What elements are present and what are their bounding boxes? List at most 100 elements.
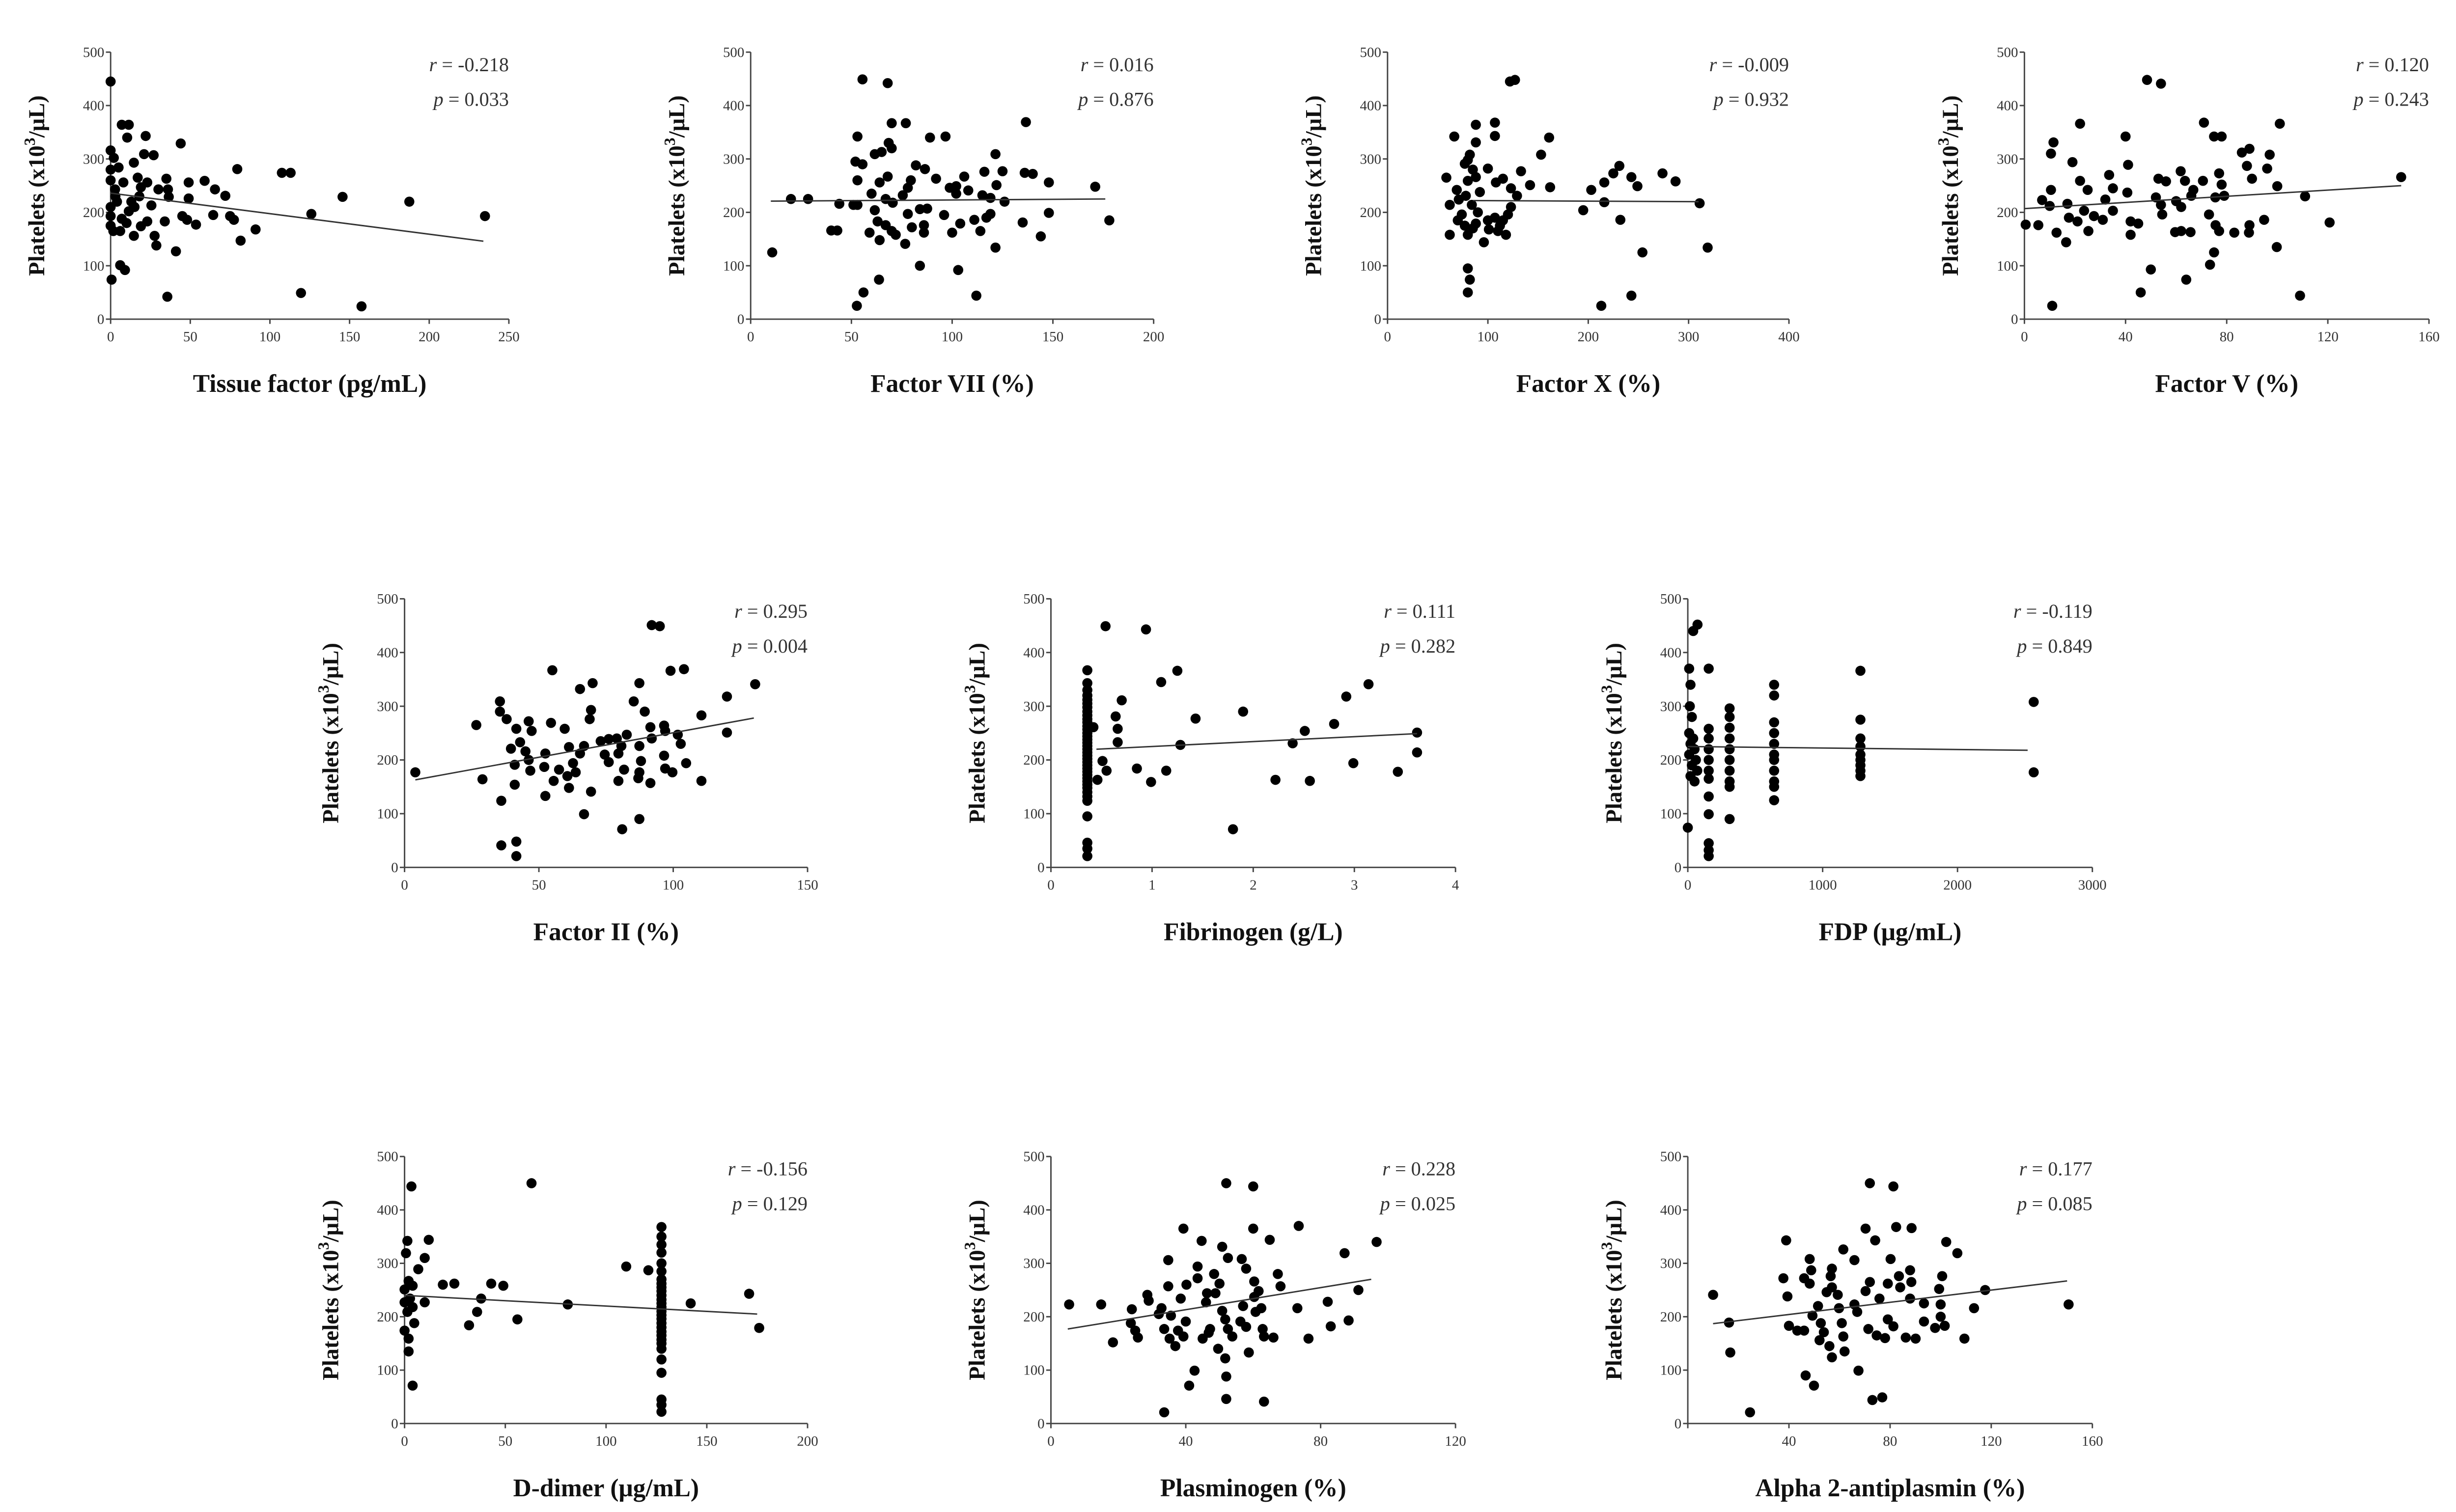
data-point <box>1159 1324 1170 1334</box>
data-point <box>1348 758 1359 769</box>
data-point <box>139 149 149 160</box>
data-point <box>1329 718 1340 729</box>
data-point <box>874 275 884 285</box>
data-point <box>1952 1248 1963 1259</box>
x-tick-label: 100 <box>942 329 963 345</box>
data-point <box>681 758 692 769</box>
data-point <box>1694 198 1705 209</box>
y-tick-label: 500 <box>1660 1149 1681 1165</box>
data-point <box>888 197 898 208</box>
p-symbol: p <box>1712 88 1724 110</box>
data-point <box>175 138 186 149</box>
data-point <box>1490 131 1500 141</box>
x-tick-label: 3000 <box>2078 877 2107 893</box>
data-point <box>2046 185 2056 195</box>
data-point <box>977 190 988 200</box>
y-tick-label: 400 <box>377 645 398 660</box>
x-tick-label: 40 <box>1782 1433 1796 1449</box>
y-tick-label: 200 <box>1023 1309 1044 1325</box>
data-point <box>399 1284 410 1295</box>
data-point <box>547 665 558 676</box>
y-axis-title-text: Platelets (x10 <box>964 1250 990 1380</box>
data-point <box>911 160 921 171</box>
data-point <box>564 742 574 752</box>
data-point <box>2181 275 2192 285</box>
data-point <box>1545 182 1556 192</box>
data-point <box>1412 727 1423 738</box>
data-point <box>1818 1327 1829 1338</box>
p-value: p = 0.085 <box>2015 1192 2092 1214</box>
data-point <box>2046 148 2056 159</box>
data-point <box>1980 1285 1990 1295</box>
data-point <box>449 1278 460 1289</box>
y-tick-label: 300 <box>1023 699 1044 715</box>
data-point <box>106 275 117 285</box>
data-point <box>1241 1264 1252 1274</box>
data-point <box>2108 205 2118 216</box>
y-tick-label: 200 <box>1660 1309 1681 1325</box>
p-symbol: p <box>1077 88 1088 110</box>
y-tick-label: 200 <box>83 205 104 220</box>
data-point <box>1670 176 1681 187</box>
data-point <box>2156 199 2166 210</box>
x-tick-label: 40 <box>2119 329 2133 345</box>
y-tick-label: 200 <box>723 205 744 220</box>
data-point <box>1809 1380 1819 1391</box>
data-point <box>1888 1181 1898 1192</box>
data-point <box>997 166 1008 176</box>
data-point <box>1082 843 1092 854</box>
y-axis-title-text: Platelets (x10 <box>664 145 690 276</box>
data-point <box>1905 1293 1915 1304</box>
data-point <box>419 1253 430 1264</box>
data-point <box>1371 1237 1382 1247</box>
data-point <box>570 767 581 777</box>
data-point <box>634 814 644 825</box>
data-point <box>191 220 201 230</box>
data-point <box>1273 1269 1283 1279</box>
y-axis-title-superscript: 3 <box>661 137 678 145</box>
data-point <box>1412 747 1423 758</box>
data-point <box>1110 711 1121 722</box>
data-point <box>990 149 1001 160</box>
x-tick-label: 1 <box>1148 877 1155 893</box>
data-point <box>409 1318 419 1328</box>
r-number: -0.119 <box>2042 600 2092 622</box>
p-symbol: p <box>432 88 444 110</box>
r-symbol: r <box>1382 1158 1390 1180</box>
data-point <box>496 796 506 806</box>
data-point <box>1657 168 1668 179</box>
data-point <box>2122 187 2133 198</box>
data-point <box>1506 183 1516 193</box>
data-point <box>876 147 887 157</box>
data-point <box>410 767 420 777</box>
y-axis-title-unit: /μL) <box>1601 643 1627 686</box>
scatter-panel: 0 100 200 300 400 500 0 40 80 120 Plasminogen (%) P… <box>961 1149 1466 1502</box>
data-point <box>2133 218 2144 229</box>
y-axis-title-text: Platelets (x10 <box>1301 145 1327 276</box>
data-point <box>2075 175 2085 186</box>
data-point <box>1249 1276 1259 1287</box>
x-axis-title: Alpha 2-antiplasmin (%) <box>1755 1474 2025 1502</box>
data-point <box>2051 227 2062 238</box>
y-tick-label: 200 <box>1360 205 1381 220</box>
data-point <box>554 764 564 775</box>
data-point <box>548 775 559 786</box>
data-point <box>1100 621 1111 632</box>
p-symbol: p <box>731 635 742 657</box>
data-point <box>1498 173 1508 184</box>
equals-sign: = <box>2027 1158 2048 1180</box>
data-point <box>2259 215 2269 225</box>
data-point <box>1471 119 1481 130</box>
y-tick-label: 200 <box>377 1309 398 1325</box>
data-point <box>1462 263 1473 274</box>
data-point <box>1156 677 1167 687</box>
scatter-panel: 0 100 200 300 400 500 40 80 120 160 Alpha 2-antipl… <box>1598 1149 2103 1502</box>
data-point <box>1479 237 1489 247</box>
data-point <box>617 824 627 834</box>
x-tick-label: 160 <box>2082 1433 2103 1449</box>
data-point <box>511 851 522 861</box>
r-symbol: r <box>1709 54 1717 76</box>
data-point <box>1116 695 1127 706</box>
y-tick-label: 300 <box>1360 151 1381 167</box>
equals-sign: = <box>1088 88 1109 110</box>
